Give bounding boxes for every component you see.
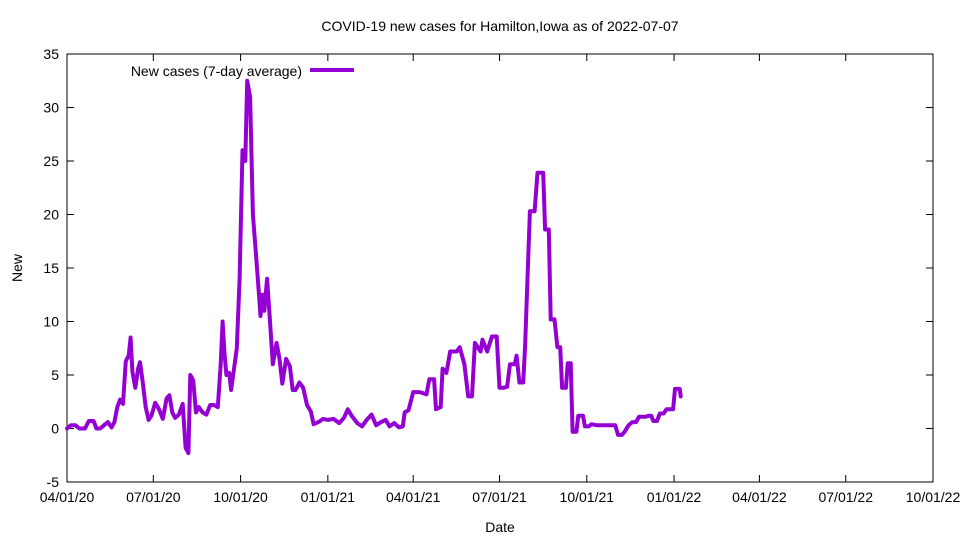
x-tick-label: 07/01/20 — [126, 489, 181, 505]
y-tick-label: 15 — [43, 260, 59, 276]
series-line — [65, 78, 683, 456]
y-tick-label: 30 — [43, 100, 59, 116]
series-layer — [65, 78, 683, 456]
x-tick-label: 04/01/20 — [40, 489, 95, 505]
x-axis-title: Date — [485, 519, 515, 535]
plot-frame — [66, 53, 934, 483]
x-tick-label: 01/01/22 — [647, 489, 702, 505]
y-tick-label: 20 — [43, 207, 59, 223]
x-tick-label: 04/01/21 — [386, 489, 441, 505]
legend: New cases (7-day average) — [131, 63, 354, 79]
x-axis-ticks: 04/01/20 07/01/20 10/01/20 01/01/21 04/01/21… — [40, 54, 960, 505]
legend-label: New cases (7-day average) — [131, 63, 302, 79]
x-tick-label: 04/01/22 — [732, 489, 787, 505]
y-axis-title: New — [9, 253, 25, 282]
x-tick-label: 07/01/22 — [818, 489, 873, 505]
y-tick-label: 35 — [43, 46, 59, 62]
x-tick-label: 10/01/20 — [213, 489, 268, 505]
y-tick-label: 25 — [43, 153, 59, 169]
x-tick-label: 07/01/21 — [472, 489, 527, 505]
y-tick-label: 10 — [43, 314, 59, 330]
x-tick-label: 01/01/21 — [301, 489, 356, 505]
chart-title: COVID-19 new cases for Hamilton,Iowa as … — [321, 18, 678, 34]
y-tick-label: 0 — [51, 421, 59, 437]
y-tick-label: -5 — [47, 474, 60, 490]
y-tick-label: 5 — [51, 367, 59, 383]
y-axis-ticks: -5 0 5 10 15 20 25 30 35 — [43, 46, 933, 490]
x-tick-label: 10/01/22 — [906, 489, 960, 505]
x-tick-label: 10/01/21 — [560, 489, 615, 505]
